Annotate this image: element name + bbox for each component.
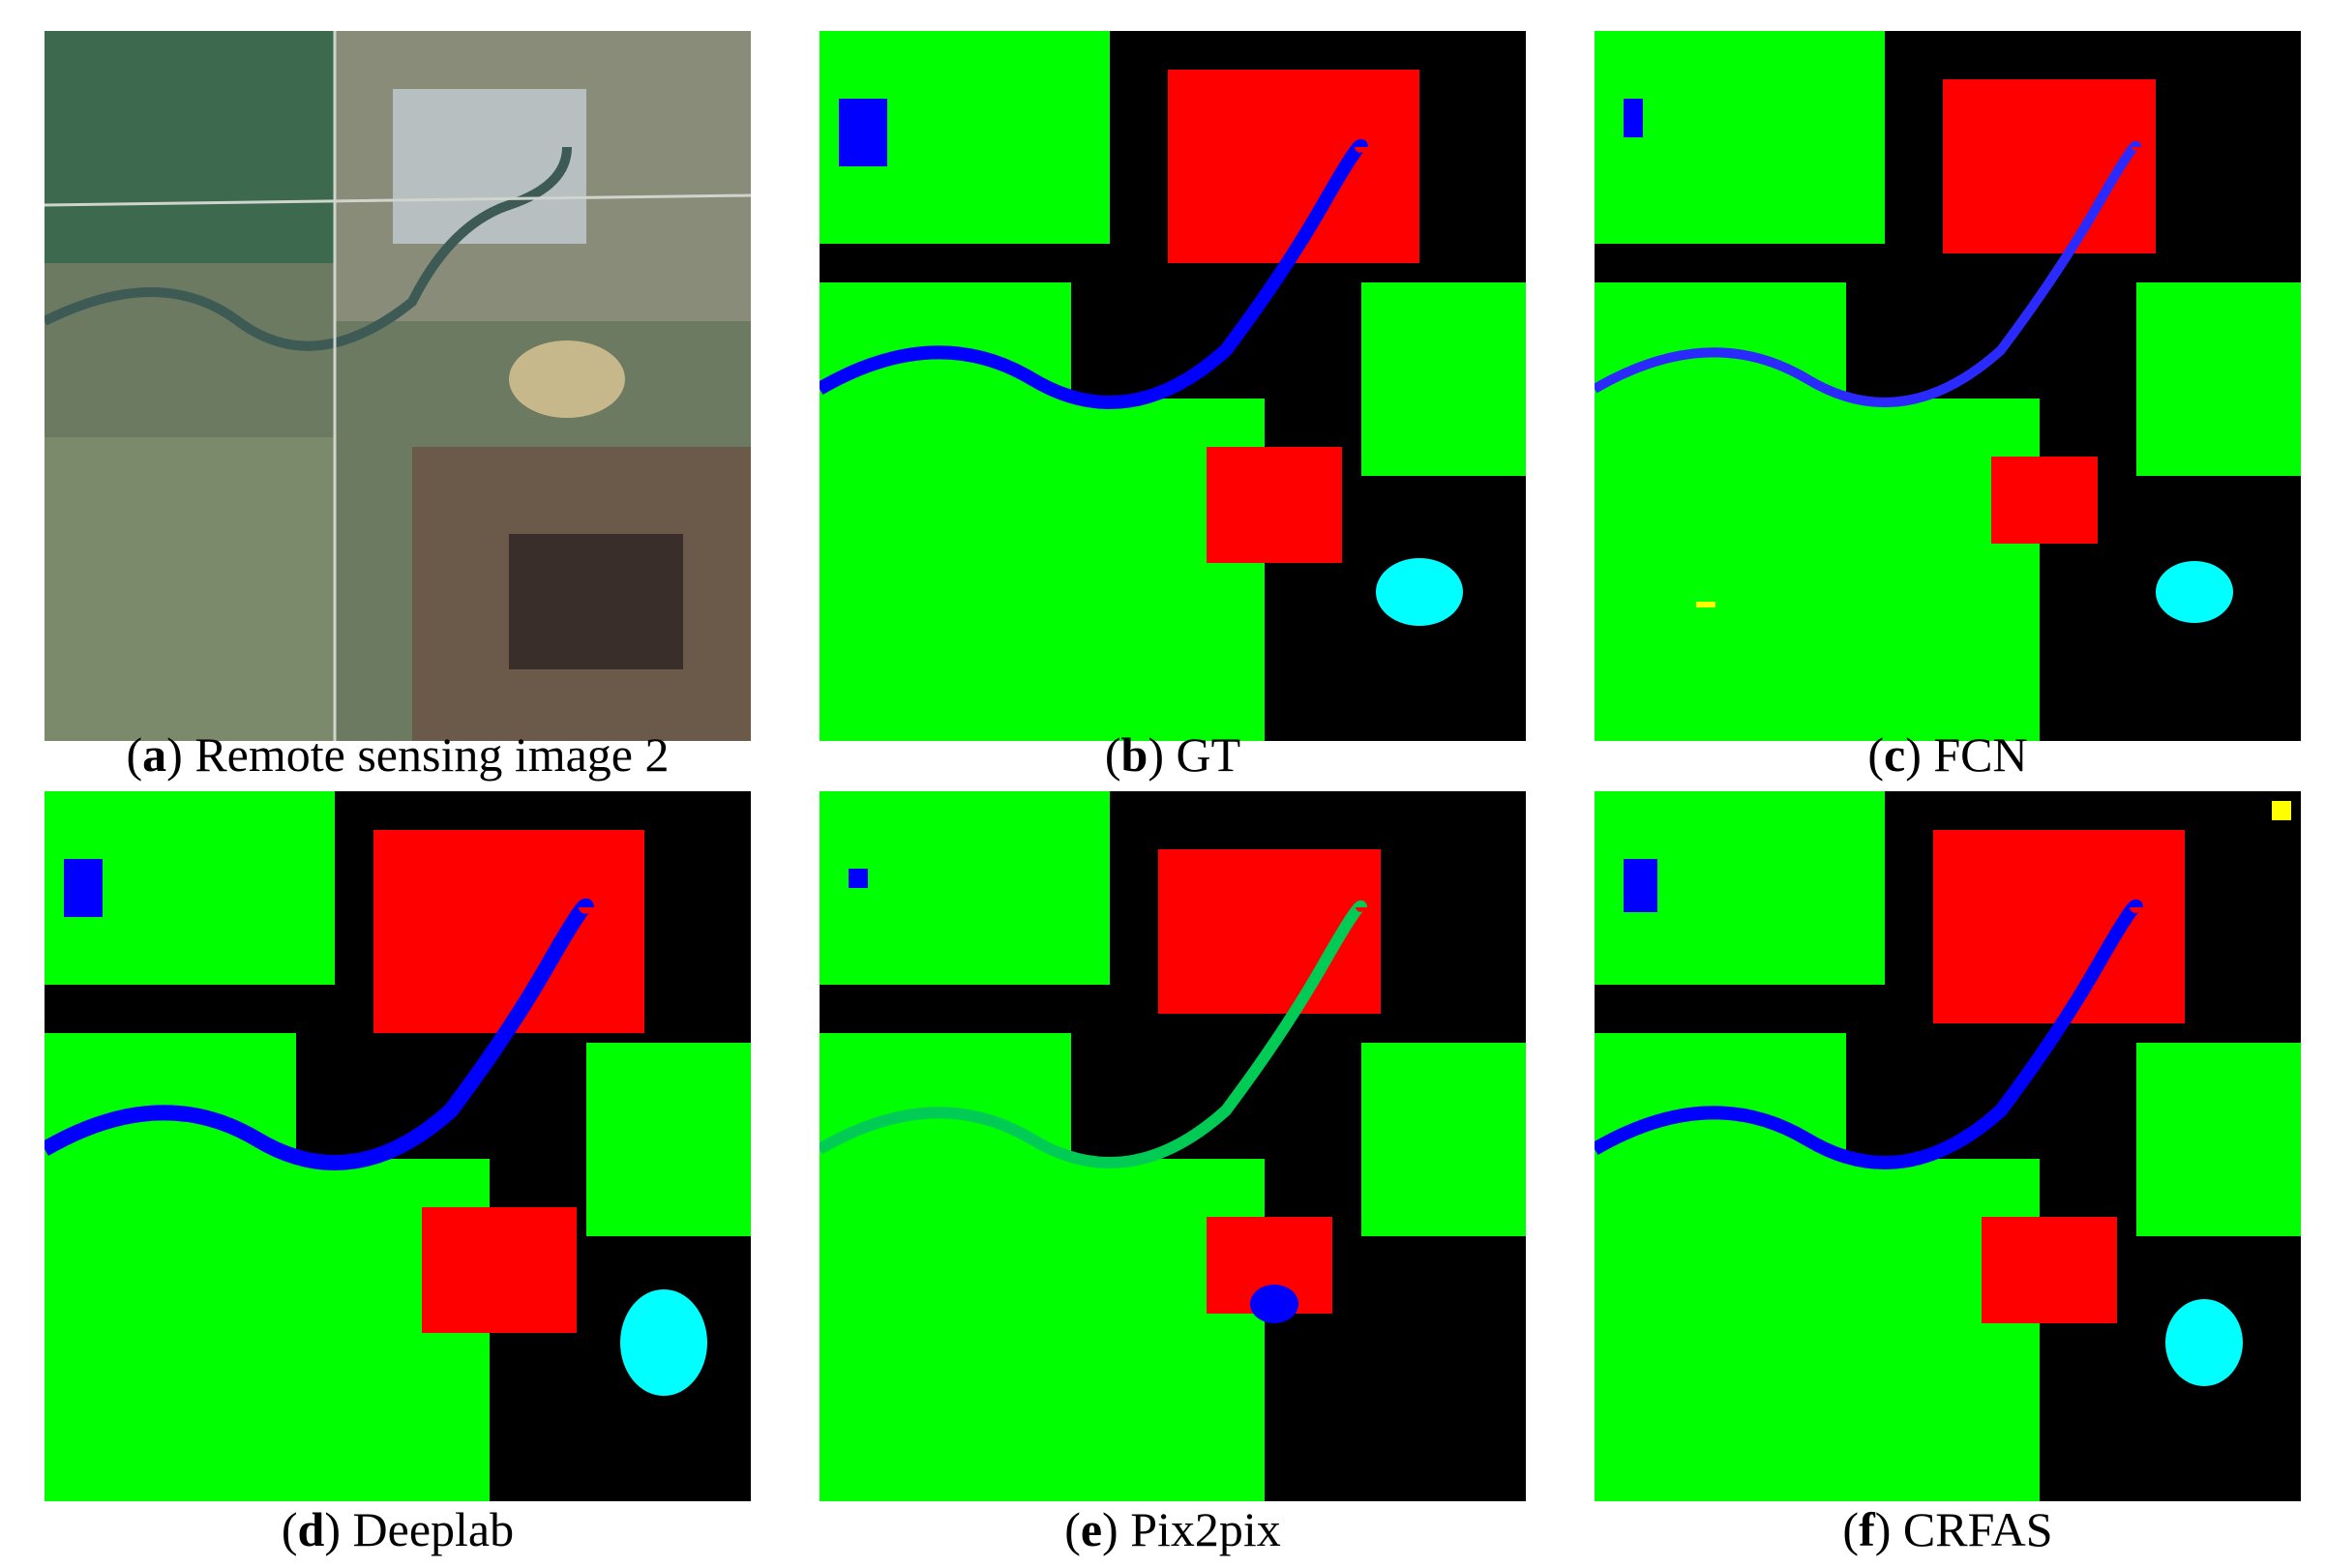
panel-a: (a) Remote sensing image 2 [45,31,751,782]
classification-map-pix2pix [820,791,1526,1501]
classification-map-deeplab [45,791,751,1501]
caption-b: (b) GT [1104,727,1241,782]
panel-c: (c) FCN [1595,31,2301,782]
panel-d: (d) Deeplab [45,791,751,1556]
classification-map-fcn [1595,31,2301,741]
satellite-image [45,31,751,741]
classification-map-crfas [1595,791,2301,1501]
caption-e: (e) Pix2pix [1064,1502,1281,1556]
classification-map-gt [820,31,1526,741]
caption-f: (f) CRFAS [1842,1502,2053,1556]
caption-c: (c) FCN [1867,727,2028,782]
panel-e: (e) Pix2pix [820,791,1526,1556]
panel-f: (f) CRFAS [1595,791,2301,1556]
caption-a: (a) Remote sensing image 2 [126,727,670,782]
caption-d: (d) Deeplab [281,1502,515,1556]
panel-b: (b) GT [820,31,1526,782]
